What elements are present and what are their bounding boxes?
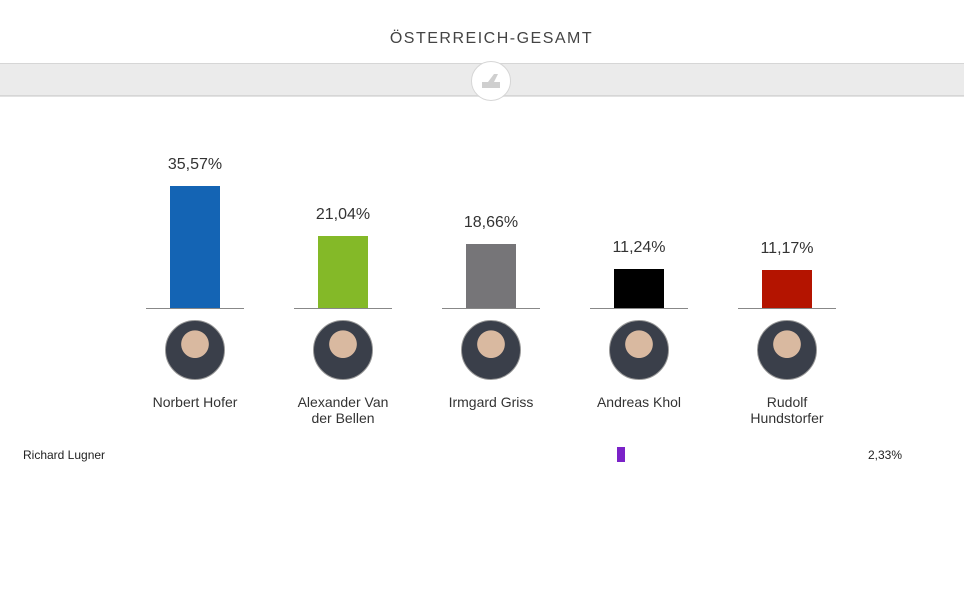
value-label: 21,04%: [315, 205, 371, 223]
bar: [466, 243, 516, 308]
baseline: [294, 308, 392, 309]
bar: [614, 269, 664, 308]
bar: [762, 269, 812, 308]
bar: [318, 235, 368, 308]
baseline: [738, 308, 836, 309]
candidate-photo: [609, 320, 669, 380]
header-icon[interactable]: [471, 61, 511, 101]
category-label: Andreas Khol: [596, 394, 682, 410]
value-label: 2,33%: [868, 448, 903, 462]
candidate-photo: [461, 320, 521, 380]
value-label: 35,57%: [167, 156, 223, 173]
category-label: Alexander Van der Bellen: [297, 394, 389, 426]
value-label: 11,17%: [760, 239, 814, 257]
bar: [170, 186, 220, 308]
category-label: Norbert Hofer: [152, 394, 238, 410]
chart-title: ÖSTERREICH-GESAMT: [389, 30, 594, 47]
baseline: [590, 308, 688, 309]
category-label: Irmgard Griss: [448, 394, 534, 410]
value-label: 18,66%: [463, 213, 519, 231]
baseline: [442, 308, 540, 309]
candidate-photo: [313, 320, 373, 380]
candidate-photo: [757, 320, 817, 380]
baseline: [146, 308, 244, 309]
value-label: 11,24%: [612, 239, 666, 257]
bar: [617, 447, 625, 462]
candidate-photo: [165, 320, 225, 380]
category-label: Rudolf Hundstorfer: [750, 394, 824, 426]
row-label: Richard Lugner: [23, 448, 106, 462]
icon-graphic: [482, 74, 500, 88]
